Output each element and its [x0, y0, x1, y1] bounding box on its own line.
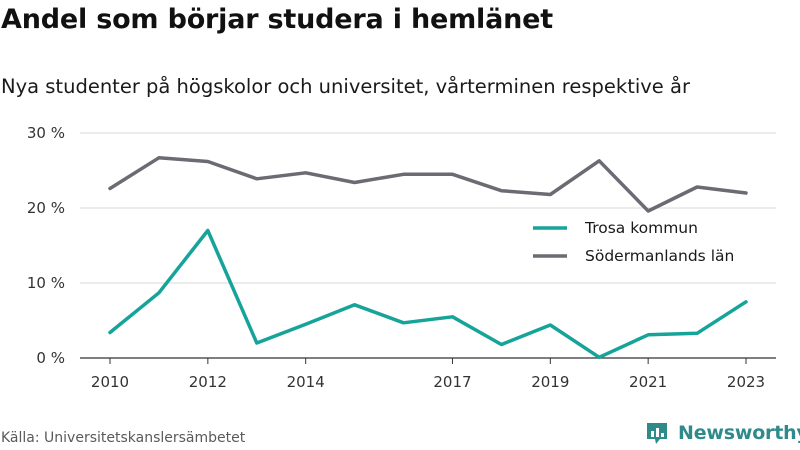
- source-note: Källa: Universitetskanslersämbetet: [1, 430, 246, 446]
- x-tick-label: 2021: [629, 373, 667, 391]
- legend-label: Södermanlands län: [585, 247, 734, 265]
- newsworthy-logo-icon: [647, 423, 667, 444]
- y-tick-label: 0 %: [36, 349, 65, 367]
- chart-title: Andel som börjar studera i hemlänet: [1, 4, 553, 35]
- y-tick-label: 20 %: [27, 199, 65, 217]
- legend-label: Trosa kommun: [584, 219, 698, 237]
- x-tick-label: 2023: [727, 373, 765, 391]
- x-tick-label: 2012: [189, 373, 227, 391]
- x-tick-label: 2019: [531, 373, 569, 391]
- series-line: [108, 228, 748, 360]
- y-tick-label: 10 %: [27, 274, 65, 292]
- brand-logo: Newsworthy: [644, 420, 800, 446]
- series-line: [108, 156, 748, 213]
- x-tick-label: 2017: [433, 373, 471, 391]
- x-tick-label: 2014: [287, 373, 325, 391]
- chart-subtitle: Nya studenter på högskolor och universit…: [1, 75, 690, 98]
- x-tick-label: 2010: [91, 373, 129, 391]
- brand-name: Newsworthy: [678, 422, 800, 444]
- y-tick-label: 30 %: [27, 124, 65, 142]
